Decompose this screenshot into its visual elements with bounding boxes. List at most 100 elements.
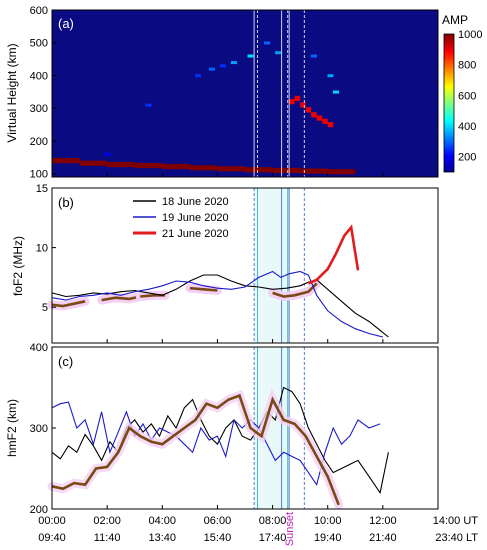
x-ut-tick-4: 08:00 <box>259 515 287 527</box>
heatmap-cell-0-10 <box>327 169 356 175</box>
panel-a-ytick-4: 500 <box>30 38 48 50</box>
heatmap-cell-0-7 <box>245 167 273 173</box>
overlay-segment-1 <box>101 295 141 302</box>
panel-a-ytick-5: 600 <box>30 5 48 17</box>
heatmap-cell-1-2 <box>300 102 306 108</box>
x-lt-tick-0: 09:40 <box>38 532 66 544</box>
x-lt-tick-7: 23:40 LT <box>435 532 478 544</box>
heatmap-echo-7 <box>310 54 317 58</box>
x-lt-tick-1: 11:40 <box>94 532 121 544</box>
series-line-0 <box>51 386 389 495</box>
heatmap-echo-4 <box>247 54 254 58</box>
ytick-1: 10 <box>36 243 48 255</box>
x-axis-ticks: 00:00 09:40 02:00 11:40 04:00 13:40 06:00 15:40… <box>38 173 478 544</box>
x-ut-tick-7: 14:00 UT <box>433 515 479 527</box>
heatmap-echo-0 <box>195 74 202 78</box>
heatmap-cell-0-4 <box>162 163 190 170</box>
heatmap-cell-0-5 <box>189 165 218 171</box>
heatmap-content <box>52 10 356 177</box>
legend: 18 June 2020 19 June 2020 21 June 2020 <box>133 196 229 240</box>
series-line-2 <box>51 393 340 506</box>
shade-band <box>254 188 290 343</box>
overlay-segment-0 <box>51 300 86 308</box>
heatmap-echo-1 <box>208 67 215 71</box>
heatmap-echo-10 <box>145 103 152 107</box>
heatmap-cell-1-0 <box>289 99 295 105</box>
heatmap-echo-6 <box>275 51 282 55</box>
panel-b-series <box>47 224 389 338</box>
panel-b-ylabel: foF2 (MHz) <box>11 236 25 296</box>
x-ut-tick-1: 02:00 <box>93 515 121 527</box>
ytick-2: 400 <box>30 342 48 354</box>
heatmap-echo-8 <box>327 74 334 78</box>
panel-b: (b) 5 10 15 foF2 (MHz) 18 June 2020 19 Jun… <box>11 183 439 344</box>
panel-c-yticks: 200 300 400 <box>30 342 56 516</box>
heatmap-cell-1-5 <box>316 115 323 121</box>
panel-b-shading <box>254 188 290 343</box>
heatmap-background <box>52 10 438 177</box>
panel-b-frame <box>51 187 439 344</box>
panel-c-series <box>47 386 389 510</box>
legend-19-june: 19 June 2020 <box>162 212 229 224</box>
heatmap-cell-1-6 <box>322 118 328 124</box>
panel-b-label: (b) <box>58 195 74 210</box>
sunset-label: Sunset <box>284 512 296 546</box>
colorbar-label: AMP <box>442 13 468 27</box>
x-ut-tick-2: 04:00 <box>149 515 177 527</box>
panel-b-yticks: 5 10 15 <box>36 183 56 314</box>
ytick-0: 5 <box>42 302 48 314</box>
heatmap-cell-1-7 <box>327 121 334 128</box>
x-lt-tick-6: 21:40 <box>369 532 397 544</box>
x-lt-tick-5: 19:40 <box>314 532 342 544</box>
panel-a-label: (a) <box>58 16 74 31</box>
colorbar-tick-1: 400 <box>458 121 476 133</box>
heatmap-cell-1-4 <box>311 112 317 118</box>
heatmap-cell-0-2 <box>107 161 135 168</box>
legend-21-june: 21 June 2020 <box>162 228 229 240</box>
panel-c-ylabel: hmF2 (km) <box>5 399 19 457</box>
ytick-1: 300 <box>30 423 48 435</box>
colorbar-tick-2: 600 <box>458 90 476 102</box>
heatmap-cell-1-3 <box>305 107 312 113</box>
colorbar-gradient <box>443 33 455 173</box>
panel-a: (a) 100 200 300 400 500 600 Virtual Height (k… <box>5 5 439 181</box>
colorbar-tick-4: 1000 <box>458 29 482 41</box>
panel-a-ytick-0: 100 <box>30 169 48 181</box>
x-ut-tick-6: 12:00 <box>369 515 397 527</box>
overlay-segment-3 <box>189 286 218 292</box>
heatmap-cell-0-8 <box>272 167 301 174</box>
series-line-2 <box>307 224 360 285</box>
legend-18-june: 18 June 2020 <box>162 196 229 208</box>
x-ut-tick-5: 10:00 <box>314 515 342 527</box>
heatmap-echo-3 <box>230 61 237 65</box>
panel-a-ylabel: Virtual Height (km) <box>5 43 19 142</box>
panel-a-frame <box>51 9 439 178</box>
panel-c: (c) 200 300 400 hmF2 (km) <box>5 342 439 516</box>
panel-c-background <box>52 347 438 509</box>
x-ut-tick-0: 00:00 <box>38 515 66 527</box>
ytick-2: 15 <box>36 183 48 195</box>
x-lt-tick-4: 17:40 <box>259 532 287 544</box>
heatmap-echo-9 <box>332 90 339 94</box>
panel-b-background <box>52 188 438 343</box>
overlay-segment-4 <box>272 282 318 298</box>
heatmap-cell-0-1 <box>79 160 108 166</box>
colorbar: AMP 200 400 600 800 1000 <box>442 13 482 173</box>
colorbar-ticks: 200 400 600 800 1000 <box>458 29 482 164</box>
panel-a-yticks: 100 200 300 400 500 600 <box>30 5 56 181</box>
panel-a-ytick-3: 400 <box>30 70 48 82</box>
heatmap-cell-0-0 <box>52 158 80 164</box>
heatmap-echo-2 <box>219 64 226 68</box>
colorbar-tick-3: 800 <box>458 60 476 72</box>
x-ut-tick-3: 06:00 <box>204 515 232 527</box>
heatmap-cell-1-1 <box>294 95 301 102</box>
x-lt-tick-3: 15:40 <box>204 532 232 544</box>
heatmap-cell-0-3 <box>134 162 163 169</box>
heatmap-cell-0-9 <box>300 168 328 174</box>
panel-c-label: (c) <box>58 354 73 369</box>
panel-a-ytick-1: 200 <box>30 136 48 148</box>
heatmap-cell-0-6 <box>217 166 245 172</box>
series-line-1 <box>51 270 384 338</box>
colorbar-tick-0: 200 <box>458 152 476 164</box>
